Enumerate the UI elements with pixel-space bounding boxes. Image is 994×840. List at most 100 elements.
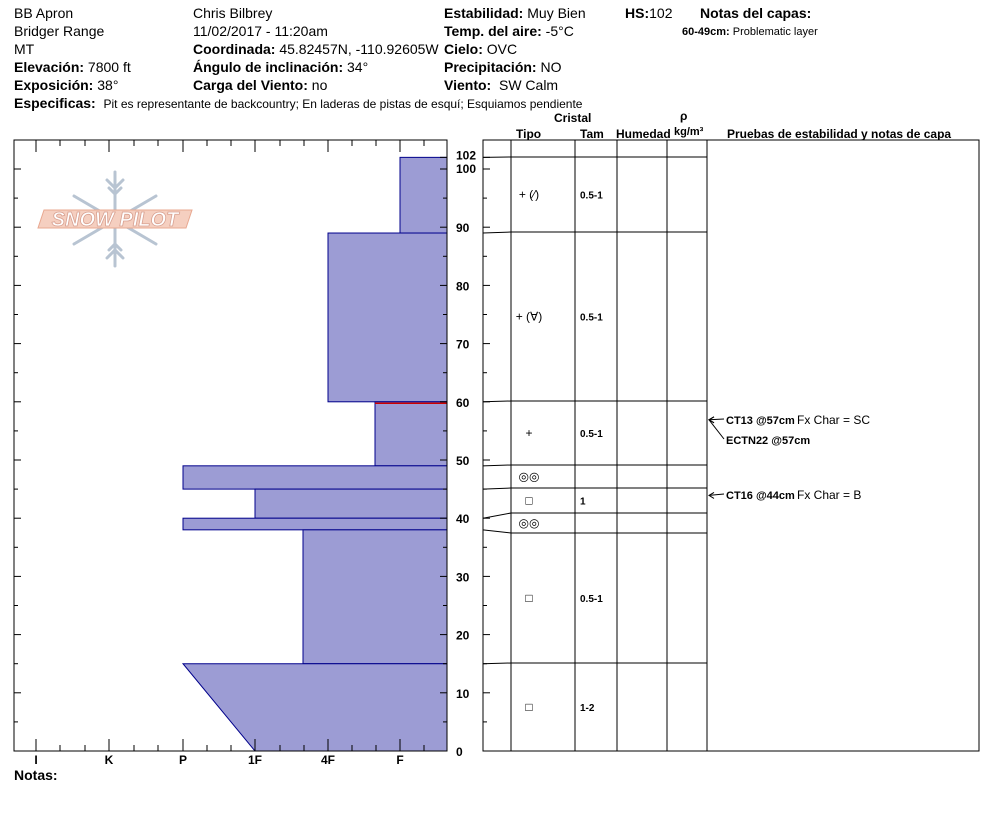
observer-name: Chris Bilbrey — [193, 5, 273, 21]
test-arrow-1 — [708, 416, 715, 424]
crystal-size-4: 1 — [580, 497, 586, 508]
hardness-bar-2 — [374, 401, 448, 467]
test-label-0: CT13 @57cm — [726, 415, 795, 427]
test-label-2: CT16 @44cm — [726, 490, 795, 502]
specifics-label: Especificas: — [14, 95, 96, 111]
depth-label-2: 20 — [456, 629, 470, 643]
hardness-bar-3 — [182, 465, 448, 490]
depth-label-9: 90 — [456, 221, 470, 235]
logo-text: SNOW PILOT — [52, 209, 180, 231]
hardness-bar-6 — [302, 529, 448, 665]
depth-label-8: 80 — [456, 279, 470, 293]
wind-value: SW Calm — [498, 77, 559, 93]
size-header: Tam — [580, 127, 604, 141]
elevation-value: 7800 ft — [87, 59, 131, 75]
density-unit-header: kg/m³ — [674, 126, 704, 138]
depth-label-7: 70 — [456, 338, 470, 352]
layer-note-row: 60-49cm: Problematic layer — [682, 24, 818, 40]
test-pointer-0 — [708, 418, 725, 421]
air-temp-label: Temp. del aire: — [444, 23, 542, 39]
depth-label-1: 10 — [456, 687, 470, 701]
aspect-value: 38° — [97, 77, 119, 93]
crystal-size-0: 0.5-1 — [580, 191, 603, 202]
hardness-bar-4 — [254, 488, 448, 519]
crystal-type-3: ◎◎ — [519, 470, 540, 484]
specifics-value: Pit es representante de backcountry; En … — [103, 97, 583, 111]
connector-4 — [482, 487, 512, 490]
stability-label: Estabilidad: — [444, 5, 524, 21]
precip-row: Precipitación: NO — [444, 59, 561, 75]
test-extra-2: Fx Char = B — [797, 488, 861, 502]
depth-label-11: 102 — [456, 148, 476, 162]
elevation-label: Elevación: — [14, 59, 85, 75]
hardness-label-I: I — [34, 753, 37, 767]
observation-datetime: 11/02/2017 - 11:20am — [193, 23, 328, 39]
connector-7 — [482, 662, 512, 665]
stability-tests: CT13 @57cm Fx Char = SC ECTN22 @57cm CT16 @… — [708, 413, 870, 502]
crystal-type-0: + (⁄) — [519, 188, 539, 202]
stability-value: Muy Bien — [527, 5, 586, 21]
hardness-label-4F: 4F — [321, 753, 335, 767]
chart-frames — [13, 139, 980, 752]
rho-header: ρ — [680, 109, 688, 123]
hardness-label-1F: 1F — [248, 753, 262, 767]
air-temp-row: Temp. del aire: -5°C — [444, 23, 574, 39]
snowpilot-logo: SNOW PILOT — [37, 170, 193, 268]
layer-table: + (⁄) 0.5-1 + (∀) 0.5-1 + 0.5-1 ◎◎ □ 1 ◎◎ □ 0.5-1 □ 1… — [482, 156, 707, 714]
hardness-label-F: F — [396, 753, 403, 767]
crystal-header: Cristal — [554, 111, 592, 125]
hs-label: HS: — [625, 5, 650, 21]
logo-banner — [37, 209, 193, 229]
sky-label: Cielo: — [444, 41, 483, 57]
state-name: MT — [14, 41, 35, 57]
test-pointer-2 — [708, 493, 725, 496]
test-label-1: ECTN22 @57cm — [726, 435, 810, 447]
hardness-bar-0 — [399, 156, 448, 234]
depth-label-10: 100 — [456, 162, 476, 176]
connector-3 — [482, 464, 512, 467]
connector-6 — [482, 529, 512, 534]
hardness-bars — [181, 156, 448, 752]
depth-label-5: 50 — [456, 454, 470, 468]
air-temp-value: -5°C — [545, 23, 574, 39]
angle-label: Ángulo de inclinación: — [193, 59, 344, 75]
connector-1 — [482, 231, 512, 234]
test-pointer-1 — [708, 419, 725, 440]
crystal-size-7: 1-2 — [580, 703, 595, 714]
precip-label: Precipitación: — [444, 59, 537, 75]
wind-load-row: Carga del Viento: no — [193, 77, 327, 93]
range-name: Bridger Range — [14, 23, 105, 39]
depth-label-0: 0 — [456, 745, 463, 759]
hardness-axis: I K P 1F 4F F — [34, 753, 403, 767]
crystal-type-2: + — [525, 426, 532, 440]
type-header: Tipo — [516, 127, 542, 141]
angle-row: Ángulo de inclinación: 34° — [193, 59, 368, 75]
sky-row: Cielo: OVC — [444, 41, 517, 57]
table-frame — [482, 139, 980, 752]
wind-load-value: no — [311, 77, 328, 93]
wind-row: Viento: SW Calm — [444, 77, 558, 93]
hs-row: HS:102 — [625, 5, 672, 21]
crystal-size-1: 0.5-1 — [580, 313, 603, 324]
crystal-size-6: 0.5-1 — [580, 594, 603, 605]
coord-row: Coordinada: 45.82457N, -110.92605W — [193, 41, 439, 57]
crystal-type-1: + (∀) — [516, 310, 543, 324]
precip-value: NO — [540, 59, 562, 75]
elevation-row: Elevación: 7800 ft — [14, 59, 131, 75]
coord-label: Coordinada: — [193, 41, 276, 57]
crystal-type-7: □ — [525, 700, 532, 714]
hardness-bar-1 — [327, 232, 448, 403]
test-arrow-2 — [708, 491, 715, 499]
crystal-type-5: ◎◎ — [519, 516, 540, 530]
wind-label: Viento: — [444, 77, 492, 93]
depth-label-6: 60 — [456, 396, 470, 410]
connector-2 — [482, 400, 512, 403]
hs-value: 102 — [649, 5, 673, 21]
sky-value: OVC — [486, 41, 518, 57]
specifics-row: Especificas: Pit es representante de bac… — [14, 95, 582, 112]
aspect-label: Exposición: — [14, 77, 94, 93]
crystal-type-6: □ — [525, 591, 532, 605]
coord-value: 45.82457N, -110.92605W — [279, 41, 439, 57]
layer-notes-label: Notas del capas: — [700, 5, 812, 21]
